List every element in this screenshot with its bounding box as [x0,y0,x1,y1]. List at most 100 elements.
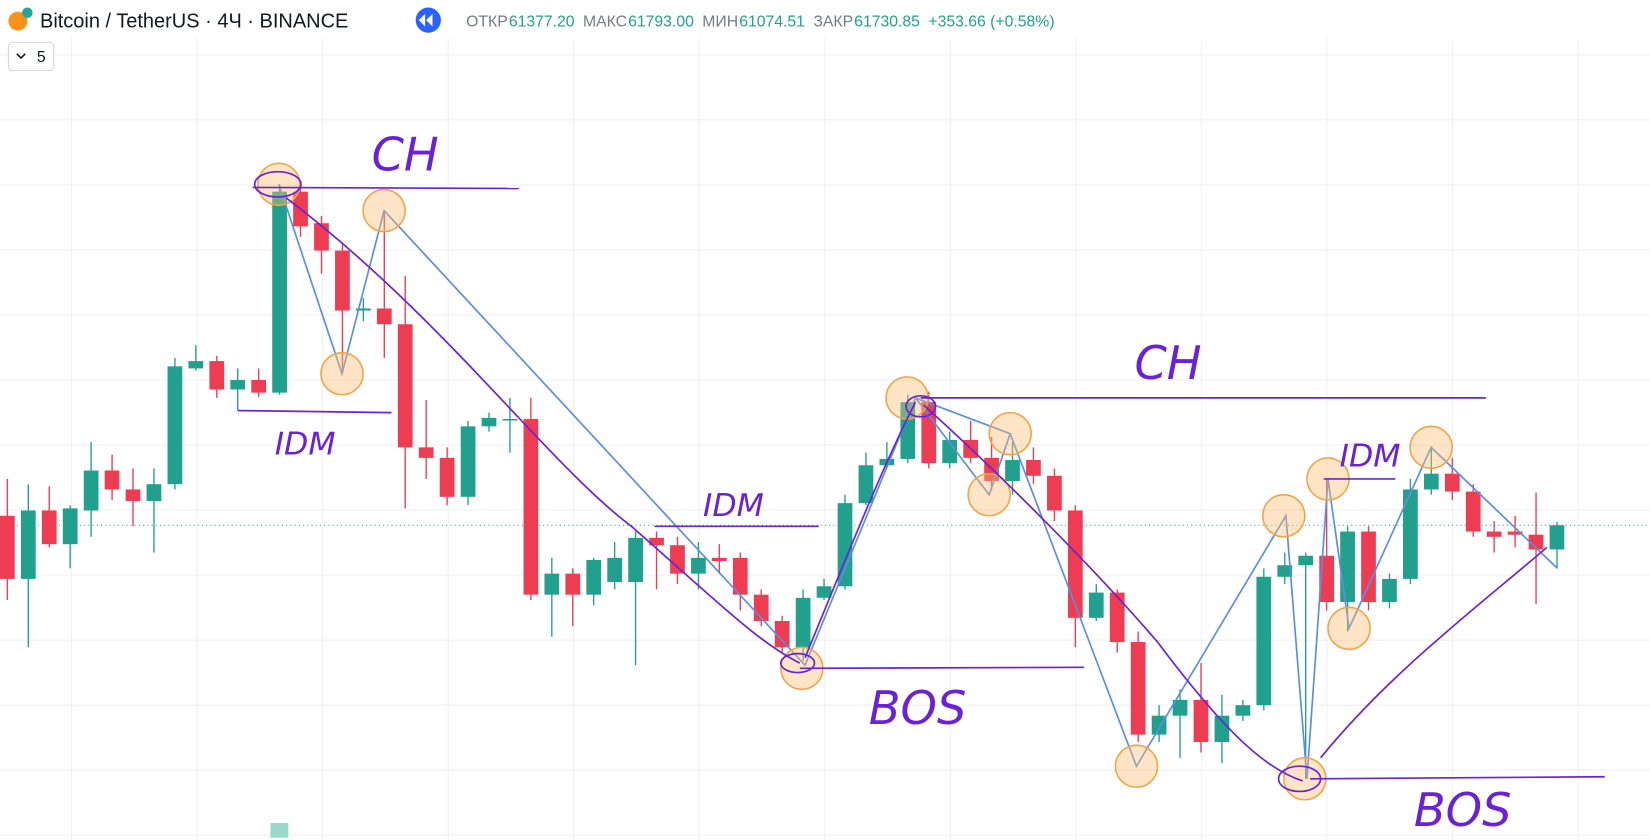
candle-body [314,223,329,251]
ohlc-label: ЗАКР [813,13,853,30]
swing-point [1409,425,1453,470]
swing-point [1327,606,1371,651]
candle-body [1130,642,1146,735]
candle-body [62,508,78,545]
candle-body [1340,531,1355,603]
candle-body [251,380,267,393]
candle-body [397,324,413,448]
candle-body [544,573,560,595]
candle-body [41,510,57,545]
candle-body [481,417,497,427]
candle-body [230,380,246,390]
grid [0,38,1650,840]
coin-icon [8,11,28,31]
header-bg [0,0,1650,39]
annotation: IDM [703,488,764,524]
candle-body [1361,531,1376,603]
candle-body [376,308,392,325]
ohlc-value: 61730.85 [854,13,920,30]
candle-body [837,503,853,587]
candle-body [942,439,958,464]
candle-body [20,510,36,579]
candle-body [774,620,790,648]
symbol: Bitcoin / TetherUS · 4Ч · BINANCE [40,10,348,32]
candle-body [1549,525,1565,550]
candle-body [1298,555,1314,566]
hand-line [799,666,1084,670]
annotation: IDM [275,427,336,463]
hand-circle [779,652,816,674]
candle-body [816,586,832,598]
candle-body [167,366,183,485]
candle-body [125,489,141,502]
candle-body [921,402,937,464]
candle-body [711,557,727,562]
chevron [16,53,26,60]
drawings [237,162,1605,801]
annotation: BOS [869,681,967,735]
swing-point [257,162,301,207]
candle-body [1067,510,1083,618]
ohlc-label: МАКС [583,13,627,30]
ohlc: ОТКР 61377.20 МАКС 61793.00 МИН 61074.51 ЗАКР 6… [466,13,1054,30]
candle-body [1403,489,1418,579]
candle-body [649,537,664,546]
candle-body [1465,491,1481,532]
candles [0,184,1650,779]
ohlc-label: МИН [702,13,738,30]
ohlc-value: 61793.00 [628,13,694,30]
candle-body [209,361,225,390]
candle-body [1151,715,1167,735]
candle-body [460,426,476,497]
candle-body [795,597,811,648]
candle-body [272,191,287,393]
candle-body [732,557,748,595]
candle-body [1172,699,1188,716]
swing-point [1261,493,1306,538]
indicator-toggle[interactable] [7,41,55,72]
candle-body [1235,705,1251,716]
swing-point [1114,744,1159,789]
candle-body [146,484,162,502]
candle-body [691,557,706,574]
marker [270,823,289,838]
hand-line [804,401,917,659]
hand-circle [1277,765,1322,793]
hand-line [252,186,519,190]
candle-body [1382,578,1397,603]
hand-line [1310,775,1605,780]
candle-body [1423,473,1439,490]
candle-body [858,465,874,504]
candle-body [0,515,15,579]
candle-body [565,573,581,595]
candle-body [355,308,371,311]
swing-point [988,411,1033,456]
swing-points [257,162,1453,801]
annotation: CH [1134,336,1201,390]
candle-body [335,250,350,311]
candle-body [1256,576,1272,706]
candle-body [523,418,539,595]
coin-badge [22,7,33,19]
hand-circle [253,170,302,198]
candle-body [1319,555,1334,603]
swing-point [320,351,364,396]
candle-body [188,361,204,369]
candle-body [1109,592,1125,643]
candle-body [670,545,685,574]
candle-body [418,447,434,458]
candle-body [607,557,623,583]
candle-body [1026,459,1041,476]
candle-body [1214,715,1230,743]
hand-lines [237,170,1605,793]
hand-line [285,197,801,664]
hand-line [237,409,392,414]
candle-body [1277,565,1293,577]
ohlc-label: ОТКР [466,13,508,30]
candle-body [104,470,120,490]
hand-line [923,404,1303,782]
candle-body [1193,699,1209,743]
candle-body [83,470,99,511]
